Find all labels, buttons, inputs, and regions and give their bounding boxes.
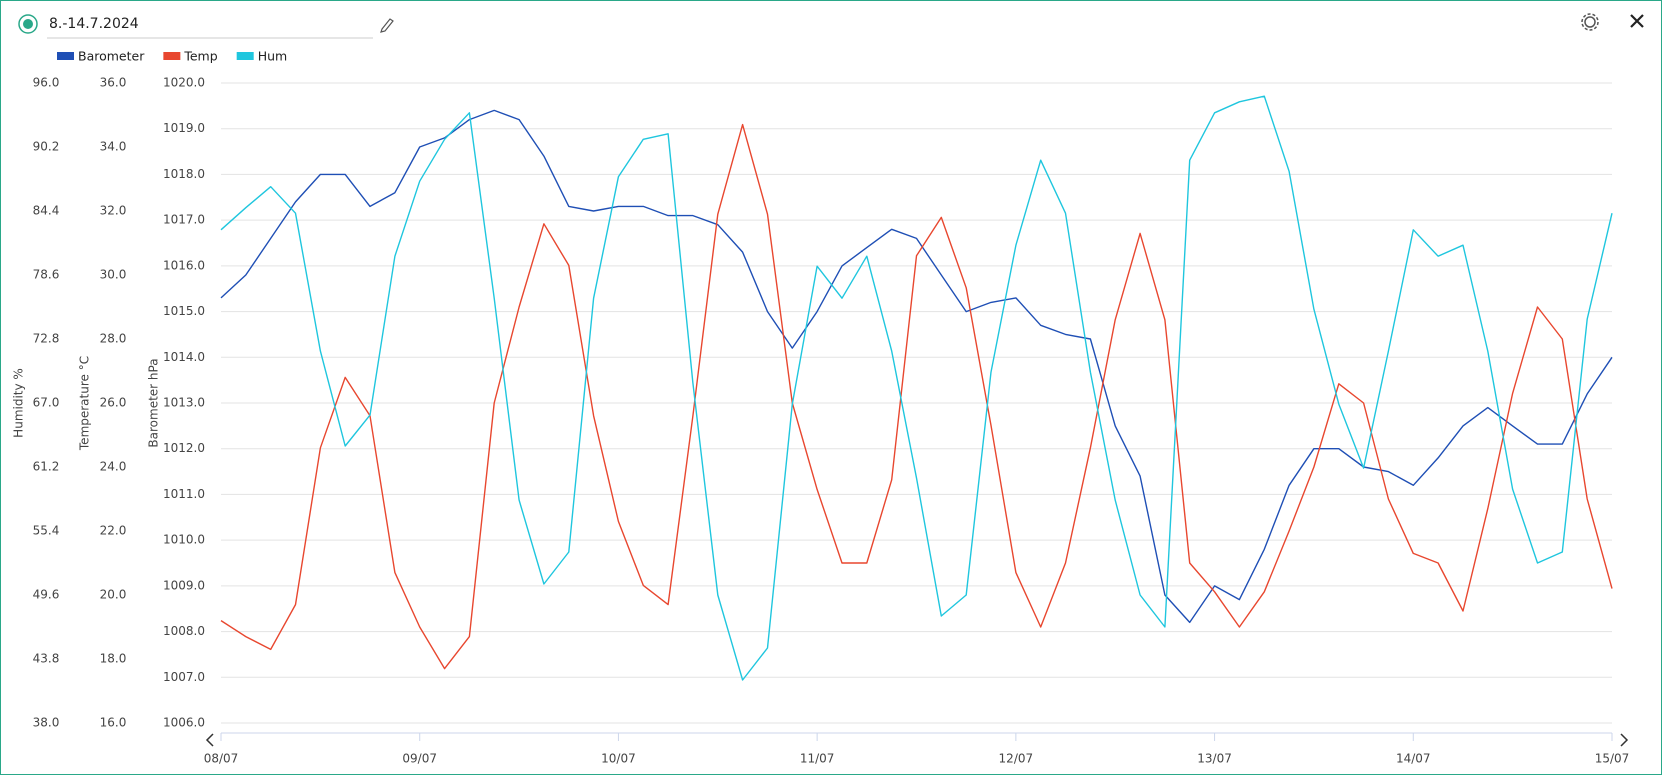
y2-tick-label: 30.0 bbox=[100, 268, 127, 282]
x-tick-label: 12/07 bbox=[999, 752, 1034, 766]
x-tick-label: 10/07 bbox=[601, 752, 636, 766]
legend-swatch[interactable] bbox=[57, 52, 74, 60]
y3-tick-label: 84.4 bbox=[33, 204, 60, 218]
y2-tick-label: 36.0 bbox=[100, 76, 127, 90]
close-icon[interactable] bbox=[1630, 14, 1644, 28]
y-tick-label: 1020.0 bbox=[163, 76, 205, 90]
legend-swatch[interactable] bbox=[163, 52, 181, 60]
y-axis-title: Barometer hPa bbox=[147, 358, 161, 447]
y-tick-label: 1017.0 bbox=[163, 213, 205, 227]
y2-tick-label: 16.0 bbox=[100, 716, 127, 730]
x-tick-label: 13/07 bbox=[1197, 752, 1232, 766]
next-arrow[interactable] bbox=[1620, 733, 1629, 747]
y3-tick-label: 96.0 bbox=[33, 76, 60, 90]
x-tick-label: 14/07 bbox=[1396, 752, 1431, 766]
x-tick-label: 11/07 bbox=[800, 752, 835, 766]
y2-tick-label: 26.0 bbox=[100, 396, 127, 410]
y2-tick-label: 22.0 bbox=[100, 524, 127, 538]
y3-tick-label: 49.6 bbox=[33, 588, 60, 602]
legend-label: Barometer bbox=[78, 49, 145, 64]
y-tick-label: 1018.0 bbox=[163, 167, 205, 181]
series-line bbox=[220, 109, 1613, 624]
y-tick-label: 1006.0 bbox=[163, 716, 205, 730]
legend-label: Temp bbox=[183, 49, 217, 64]
x-tick-label: 09/07 bbox=[402, 752, 437, 766]
y-tick-label: 1015.0 bbox=[163, 304, 205, 318]
y2-tick-label: 20.0 bbox=[100, 588, 127, 602]
y3-tick-label: 78.6 bbox=[33, 268, 60, 282]
y-tick-label: 1012.0 bbox=[163, 441, 205, 455]
y2-tick-label: 18.0 bbox=[100, 652, 127, 666]
y2-tick-label: 24.0 bbox=[100, 460, 127, 474]
series-line bbox=[220, 95, 1613, 681]
edit-icon[interactable] bbox=[380, 18, 394, 33]
y3-tick-label: 38.0 bbox=[33, 716, 60, 730]
legend-swatch[interactable] bbox=[236, 52, 254, 60]
y-tick-label: 1011.0 bbox=[163, 487, 205, 501]
y3-tick-label: 43.8 bbox=[33, 652, 60, 666]
y3-tick-label: 55.4 bbox=[33, 524, 60, 538]
y2-tick-label: 28.0 bbox=[100, 332, 127, 346]
y2-tick-label: 34.0 bbox=[100, 140, 127, 154]
y-tick-label: 1010.0 bbox=[163, 533, 205, 547]
y3-tick-label: 90.2 bbox=[33, 140, 60, 154]
y3-tick-label: 61.2 bbox=[33, 460, 60, 474]
page-title: 8.-14.7.2024 bbox=[49, 16, 139, 32]
x-tick-label: 08/07 bbox=[204, 752, 239, 766]
y2-axis-title: Temperature °C bbox=[78, 356, 92, 451]
status-dot bbox=[23, 19, 33, 29]
y-tick-label: 1016.0 bbox=[163, 258, 205, 272]
y-tick-label: 1007.0 bbox=[163, 670, 205, 684]
settings-icon[interactable] bbox=[1584, 16, 1596, 28]
y3-tick-label: 72.8 bbox=[33, 332, 60, 346]
y-tick-label: 1013.0 bbox=[163, 396, 205, 410]
y3-tick-label: 67.0 bbox=[33, 396, 60, 410]
series-line bbox=[220, 123, 1613, 670]
y-tick-label: 1014.0 bbox=[163, 350, 205, 364]
legend-label: Hum bbox=[258, 49, 288, 64]
y2-tick-label: 32.0 bbox=[100, 204, 127, 218]
status-ring[interactable] bbox=[18, 14, 38, 34]
y-tick-label: 1008.0 bbox=[163, 624, 205, 638]
x-tick-label: 15/07 bbox=[1595, 752, 1630, 766]
y3-axis-title: Humidity % bbox=[12, 368, 26, 438]
y-tick-label: 1019.0 bbox=[163, 121, 205, 135]
y-tick-label: 1009.0 bbox=[163, 578, 205, 592]
prev-arrow[interactable] bbox=[205, 733, 214, 747]
